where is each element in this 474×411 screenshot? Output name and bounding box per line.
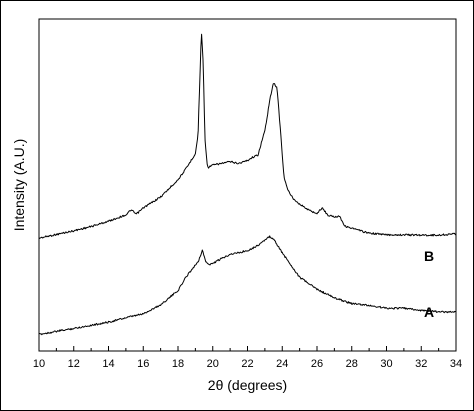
x-tick-label: 22 [241,358,253,370]
plot-border [38,18,457,352]
series-line-a [39,235,457,336]
x-tick-label: 14 [102,358,114,370]
x-tick-label: 28 [346,358,358,370]
series-label-a: A [424,304,434,320]
y-axis-title: Intensity (A.U.) [11,139,27,232]
x-axis-tick-labels: 10 12 14 16 18 20 22 24 26 28 30 32 34 [33,358,462,370]
x-tick-label: 26 [311,358,323,370]
x-tick-label: 16 [137,358,149,370]
x-tick-label: 18 [172,358,184,370]
x-tick-label: 12 [68,358,80,370]
x-tick-label: 24 [276,358,288,370]
series-line-b [38,33,457,239]
plot-area [38,18,457,352]
x-axis-ticks [38,346,457,351]
x-tick-label: 32 [415,358,427,370]
x-axis-title: 2θ (degrees) [208,377,287,393]
series-lines [38,33,457,336]
x-tick-label: 20 [207,358,219,370]
x-tick-label: 34 [450,358,462,370]
x-tick-label: 10 [33,358,45,370]
x-tick-label: 30 [380,358,392,370]
series-label-b: B [424,248,434,264]
